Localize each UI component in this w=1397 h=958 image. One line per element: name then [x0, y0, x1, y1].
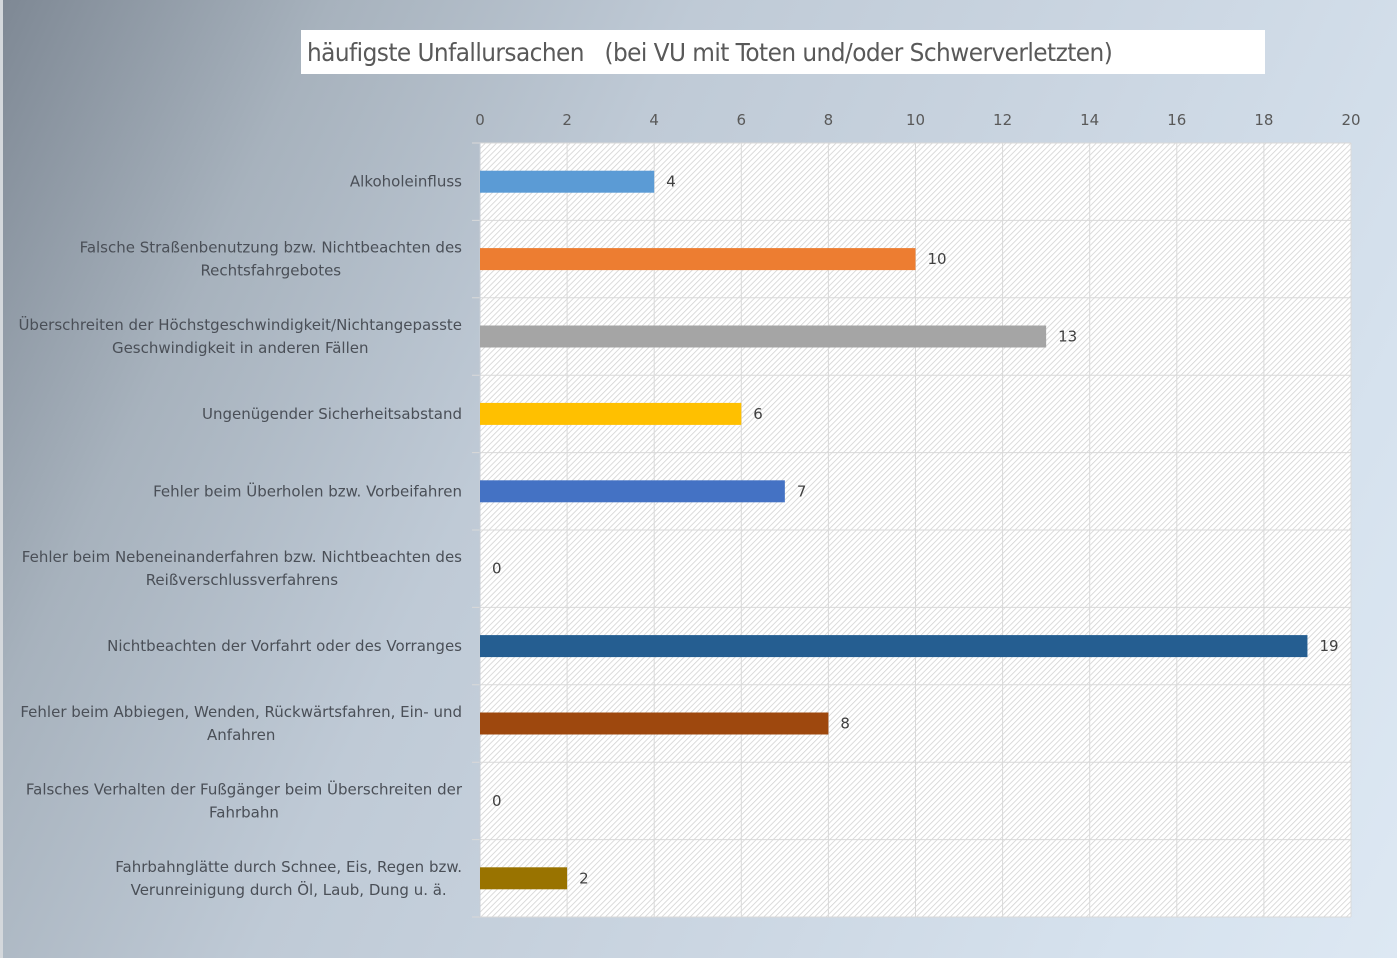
category-label: Falsches Verhalten der Fußgänger beim Üb… — [26, 779, 463, 821]
x-tick-label: 12 — [993, 111, 1012, 129]
chart-title-box: häufigste Unfallursachen (bei VU mit Tot… — [301, 30, 1265, 74]
category-label: Nichtbeachten der Vorfahrt oder des Vorr… — [107, 637, 462, 655]
category-label: Fahrbahnglätte durch Schnee, Eis, Regen … — [115, 858, 462, 899]
bar — [480, 712, 829, 735]
x-tick-label: 18 — [1254, 111, 1273, 129]
bar — [480, 170, 655, 193]
category-label: Falsche Straßenbenutzung bzw. Nichtbeach… — [80, 239, 463, 280]
category-label: Fehler beim Überholen bzw. Vorbeifahren — [153, 481, 462, 500]
x-tick-label: 10 — [906, 111, 925, 129]
category-labels: Alkoholeinfluss Falsche Straßenbenutzung … — [18, 173, 462, 899]
data-label: 7 — [797, 482, 807, 500]
bar — [480, 480, 785, 503]
category-label: Fehler beim Abbiegen, Wenden, Rückwärtsf… — [20, 703, 462, 744]
bar — [480, 248, 916, 271]
chart-title: häufigste Unfallursachen (bei VU mit Tot… — [307, 37, 1113, 67]
x-axis-ticks: 0 2 4 6 8 10 12 14 16 18 20 — [475, 111, 1360, 129]
bar — [480, 867, 568, 890]
data-label: 13 — [1058, 328, 1077, 346]
category-label: Fehler beim Nebeneinanderfahren bzw. Nic… — [22, 548, 462, 589]
window-edge — [0, 0, 3, 958]
data-label: 2 — [579, 869, 589, 887]
x-tick-label: 16 — [1167, 111, 1186, 129]
category-label: Überschreiten der Höchstgeschwindigkeit/… — [18, 315, 462, 357]
data-label: 4 — [666, 173, 676, 191]
data-label: 0 — [492, 560, 502, 578]
data-label: 8 — [840, 715, 850, 733]
data-labels: 4 10 13 6 7 0 19 8 0 2 — [492, 173, 1339, 888]
bar — [480, 635, 1308, 658]
data-label: 0 — [492, 792, 502, 810]
gridlines — [472, 142, 1352, 918]
category-label: Alkoholeinfluss — [350, 173, 462, 191]
x-tick-label: 2 — [562, 111, 572, 129]
x-tick-label: 6 — [737, 111, 747, 129]
x-tick-label: 8 — [824, 111, 834, 129]
data-label: 6 — [753, 405, 763, 423]
bars — [480, 170, 1308, 890]
category-label: Ungenügender Sicherheitsabstand — [202, 405, 462, 423]
x-tick-label: 4 — [649, 111, 659, 129]
x-tick-label: 0 — [475, 111, 485, 129]
x-tick-label: 20 — [1341, 111, 1360, 129]
x-tick-label: 14 — [1080, 111, 1099, 129]
bar — [480, 325, 1047, 348]
data-label: 19 — [1319, 637, 1338, 655]
bar — [480, 402, 742, 425]
data-label: 10 — [928, 250, 947, 268]
